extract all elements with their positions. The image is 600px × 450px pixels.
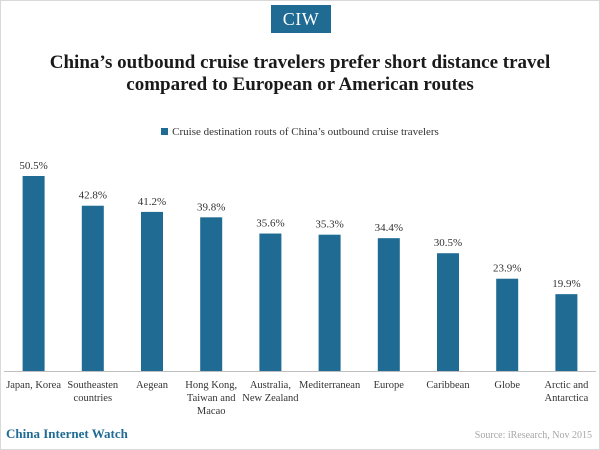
chart-title: China’s outbound cruise travelers prefer… (49, 52, 551, 95)
bar (437, 253, 459, 371)
bar (259, 233, 282, 371)
bar (496, 278, 519, 371)
data-label: 23.9% (493, 263, 521, 275)
ciw-logo: CIW (271, 5, 331, 33)
data-label: 35.6% (256, 218, 284, 230)
data-label: 34.4% (375, 222, 403, 234)
footer-source: Source: iResearch, Nov 2015 (474, 430, 592, 441)
bar (200, 217, 223, 371)
tick-label: Aegean (136, 380, 169, 391)
bar (22, 176, 45, 371)
data-label: 42.8% (79, 190, 107, 202)
legend-label: Cruise destination routs of China’s outb… (172, 126, 439, 138)
bar (141, 211, 163, 371)
data-label: 30.5% (434, 237, 462, 249)
footer-brand: China Internet Watch (6, 426, 128, 441)
legend-swatch (161, 128, 169, 135)
tick-label: Arctic and Antarctica (544, 380, 589, 404)
data-label: 19.9% (552, 278, 580, 290)
tick-label: Caribbean (426, 380, 470, 391)
bar (555, 294, 578, 371)
chart-legend: Cruise destination routs of China’s outb… (0, 126, 600, 138)
bar (318, 234, 341, 371)
tick-label: Australia, New Zealand (242, 380, 299, 404)
data-label: 50.5% (19, 160, 47, 172)
tick-label: Mediterranean (299, 380, 361, 391)
tick-label: Hong Kong, Taiwan and Macao (185, 380, 237, 417)
tick-label: Europe (374, 380, 405, 391)
data-label: 35.3% (315, 219, 343, 231)
tick-label: Japan, Korea (6, 380, 61, 391)
bar (81, 205, 104, 371)
tick-label: Globe (494, 380, 520, 391)
data-label: 39.8% (197, 201, 225, 213)
bar (377, 238, 400, 371)
data-label: 41.2% (138, 196, 166, 208)
tick-label: Southeasten countries (67, 380, 118, 404)
